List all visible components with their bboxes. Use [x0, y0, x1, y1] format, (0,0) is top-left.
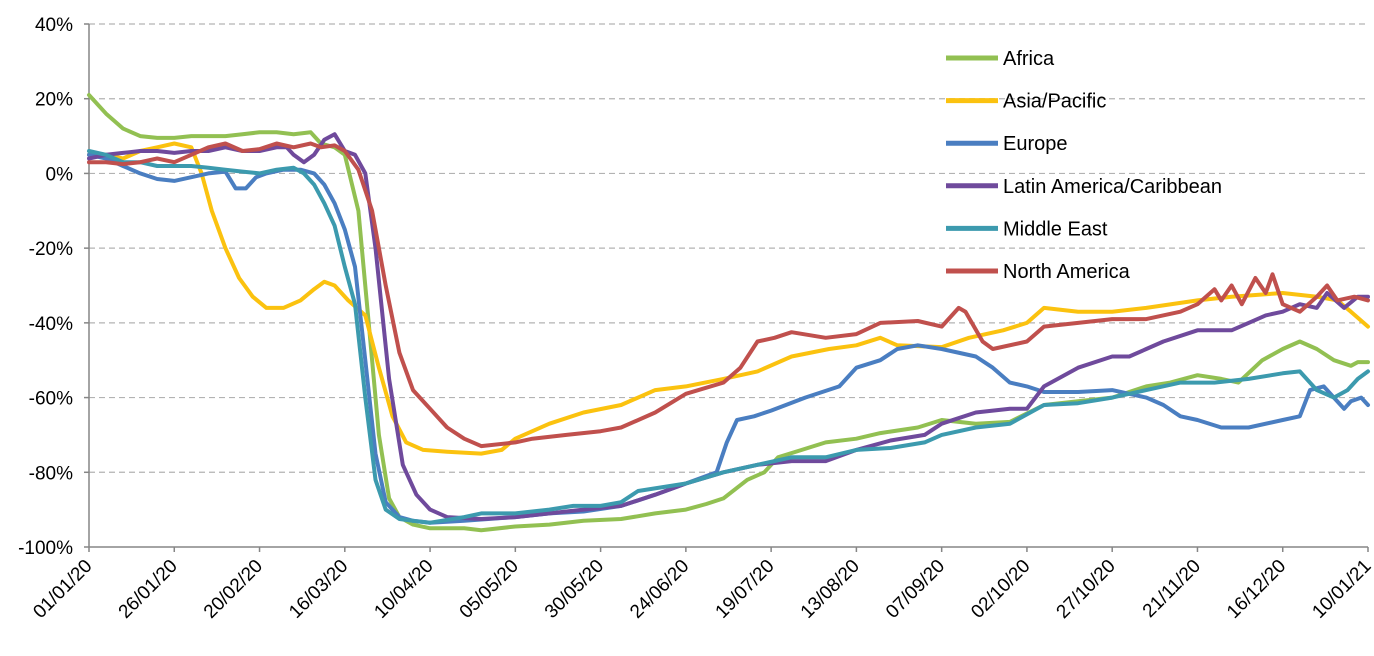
legend-label: Europe	[1003, 133, 1068, 155]
axes: 40% 20% 0% -20% -40% -60% -80% -100%01/01/20 26/…	[18, 15, 1374, 623]
x-tick-label: 27/10/20	[1053, 556, 1120, 623]
x-tick-label: 10/04/20	[370, 556, 437, 623]
y-tick-label: -40%	[29, 314, 73, 335]
series-line-asia-pacific	[87, 141, 1370, 456]
x-tick-label: 16/03/20	[285, 556, 352, 623]
legend: Africa Asia/Pacific Europe Latin America/Ca…	[946, 48, 1222, 283]
x-tick-label: 13/08/20	[797, 556, 864, 623]
legend-label: North America	[1003, 261, 1131, 283]
y-tick-label: 0%	[46, 164, 74, 185]
x-tick-label: 24/06/20	[626, 556, 693, 623]
y-tick-label: -20%	[29, 239, 73, 260]
legend-label: Africa	[1003, 48, 1055, 70]
series-line-middle-east	[87, 149, 1370, 525]
x-tick-label: 01/01/20	[29, 556, 96, 623]
x-tick-label: 21/11/20	[1139, 556, 1205, 622]
x-tick-label: 30/05/20	[541, 556, 608, 623]
series-line-north-america	[87, 141, 1370, 449]
series-line-latin-america-caribbean	[87, 132, 1370, 521]
y-tick-label: -80%	[29, 463, 73, 484]
x-tick-label: 16/12/20	[1223, 556, 1290, 623]
x-tick-label: 02/10/20	[967, 556, 1034, 623]
legend-label: Middle East	[1003, 218, 1108, 240]
x-tick-label: 26/01/20	[115, 556, 182, 623]
x-tick-label: 10/01/21	[1308, 556, 1374, 623]
legend-label: Asia/Pacific	[1003, 91, 1106, 113]
y-tick-label: 40%	[35, 15, 73, 36]
y-tick-label: 20%	[35, 90, 73, 111]
grid-lines	[89, 23, 1368, 473]
legend-label: Latin America/Caribbean	[1003, 176, 1222, 198]
x-tick-label: 19/07/20	[712, 556, 779, 623]
x-tick-label: 20/02/20	[200, 556, 267, 623]
y-tick-label: -60%	[29, 389, 73, 410]
y-tick-label: -100%	[18, 538, 73, 559]
x-tick-label: 05/05/20	[456, 556, 523, 623]
series-line-africa	[87, 93, 1370, 533]
x-tick-label: 07/09/20	[882, 556, 949, 623]
series-lines	[87, 93, 1370, 533]
